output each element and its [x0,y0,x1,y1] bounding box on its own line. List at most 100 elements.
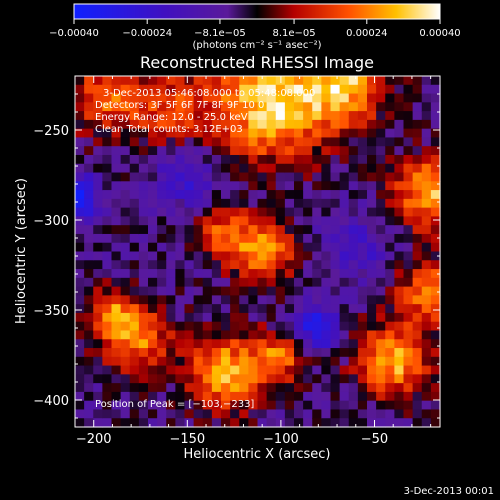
heatmap-cell [202,76,213,86]
heatmap-cell [120,409,131,419]
heatmap-cell [348,172,359,182]
heatmap-cell [248,418,259,428]
heatmap-cell [248,146,259,156]
heatmap-cell [257,163,268,174]
heatmap-cell [257,233,268,244]
heatmap-cell [166,295,176,305]
heatmap-cell [284,93,295,103]
heatmap-cell [257,418,268,428]
heatmap-cell [403,181,414,191]
heatmap-cell [84,312,94,323]
heatmap-cell [138,172,149,182]
heatmap-cell [376,321,386,332]
heatmap-cell [394,348,405,358]
heatmap-cell [175,84,186,95]
heatmap-cell [111,119,122,130]
heatmap-cell [211,286,222,296]
heatmap-cell [175,225,186,235]
heatmap-cell [193,286,204,296]
heatmap-cell [412,260,423,270]
heatmap-cell [248,163,259,174]
heatmap-cell [394,198,405,209]
heatmap-cell [84,321,94,332]
heatmap-cell [84,418,94,428]
heatmap-cell [367,146,377,156]
heatmap-cell [312,137,322,147]
heatmap-cell [230,365,240,375]
heatmap-cell [111,146,122,156]
heatmap-cell [239,102,249,112]
heatmap-cell [348,76,359,86]
heatmap-cell [376,356,386,367]
heatmap-cell [175,119,186,130]
heatmap-cell [166,146,176,156]
heatmap-cell [84,286,94,296]
heatmap-cell [166,76,176,86]
heatmap-cell [376,207,386,218]
heatmap-cell [330,163,341,174]
heatmap-cell [357,295,368,305]
heatmap-cell [184,312,195,323]
heatmap-cell [138,286,149,296]
heatmap-cell [394,391,405,402]
heatmap-cell [412,295,423,305]
heatmap-cell [357,146,368,156]
heatmap-cell [120,93,131,103]
heatmap-cell [93,111,103,121]
heatmap-cell [376,391,386,402]
heatmap-cell [138,330,149,340]
heatmap-cell [239,93,249,103]
heatmap-cell [166,418,176,428]
heatmap-cell [266,383,277,393]
heatmap-cell [193,119,204,130]
heatmap-cell [385,154,395,165]
heatmap-cell [230,339,240,349]
heatmap-cell [93,339,103,349]
heatmap-cell [184,304,195,314]
heatmap-cell [348,102,359,112]
heatmap-cell [294,339,304,349]
heatmap-cell [239,76,249,86]
heatmap-cell [111,154,122,165]
heatmap-cell [394,312,405,323]
heatmap-cell [211,181,222,191]
heatmap-cell [93,269,103,279]
heatmap-cell [93,198,103,209]
heatmap-cell [348,321,359,332]
heatmap-cell [221,198,231,209]
heatmap-cell [403,339,414,349]
heatmap-cell [120,295,131,305]
heatmap-cell [111,102,122,112]
heatmap-cell [211,84,222,95]
heatmap-cell [157,374,167,384]
heatmap-cell [202,383,213,393]
heatmap-cell [75,312,85,323]
heatmap-cell [284,128,295,139]
heatmap-cell [129,233,140,244]
colorbar-ticks: −0.00040 −0.00024 −8.1e−05 8.1e−05 0.00024 0.… [49,19,461,39]
heatmap-cell [321,207,332,218]
heatmap-cell [202,365,213,375]
heatmap-cell [193,348,204,358]
heatmap-cell [138,207,149,218]
heatmap-cell [202,260,213,270]
heatmap-cell [120,418,131,428]
heatmap-cell [166,400,176,411]
heatmap-cell [321,146,332,156]
heatmap-cell [93,400,103,411]
heatmap-cell [376,348,386,358]
heatmap-cell [211,356,222,367]
heatmap-cell [294,330,304,340]
heatmap-cell [257,330,268,340]
heatmap-cell [312,277,322,288]
heatmap-cell [303,172,313,182]
heatmap-cell [303,84,313,95]
heatmap-cell [330,365,341,375]
heatmap-cell [357,277,368,288]
heatmap-cell [239,216,249,226]
heatmap-cell [148,190,158,200]
heatmap-cell [75,172,85,182]
heatmap-cell [221,260,231,270]
heatmap-cell [321,242,332,253]
heatmap-cell [412,391,423,402]
